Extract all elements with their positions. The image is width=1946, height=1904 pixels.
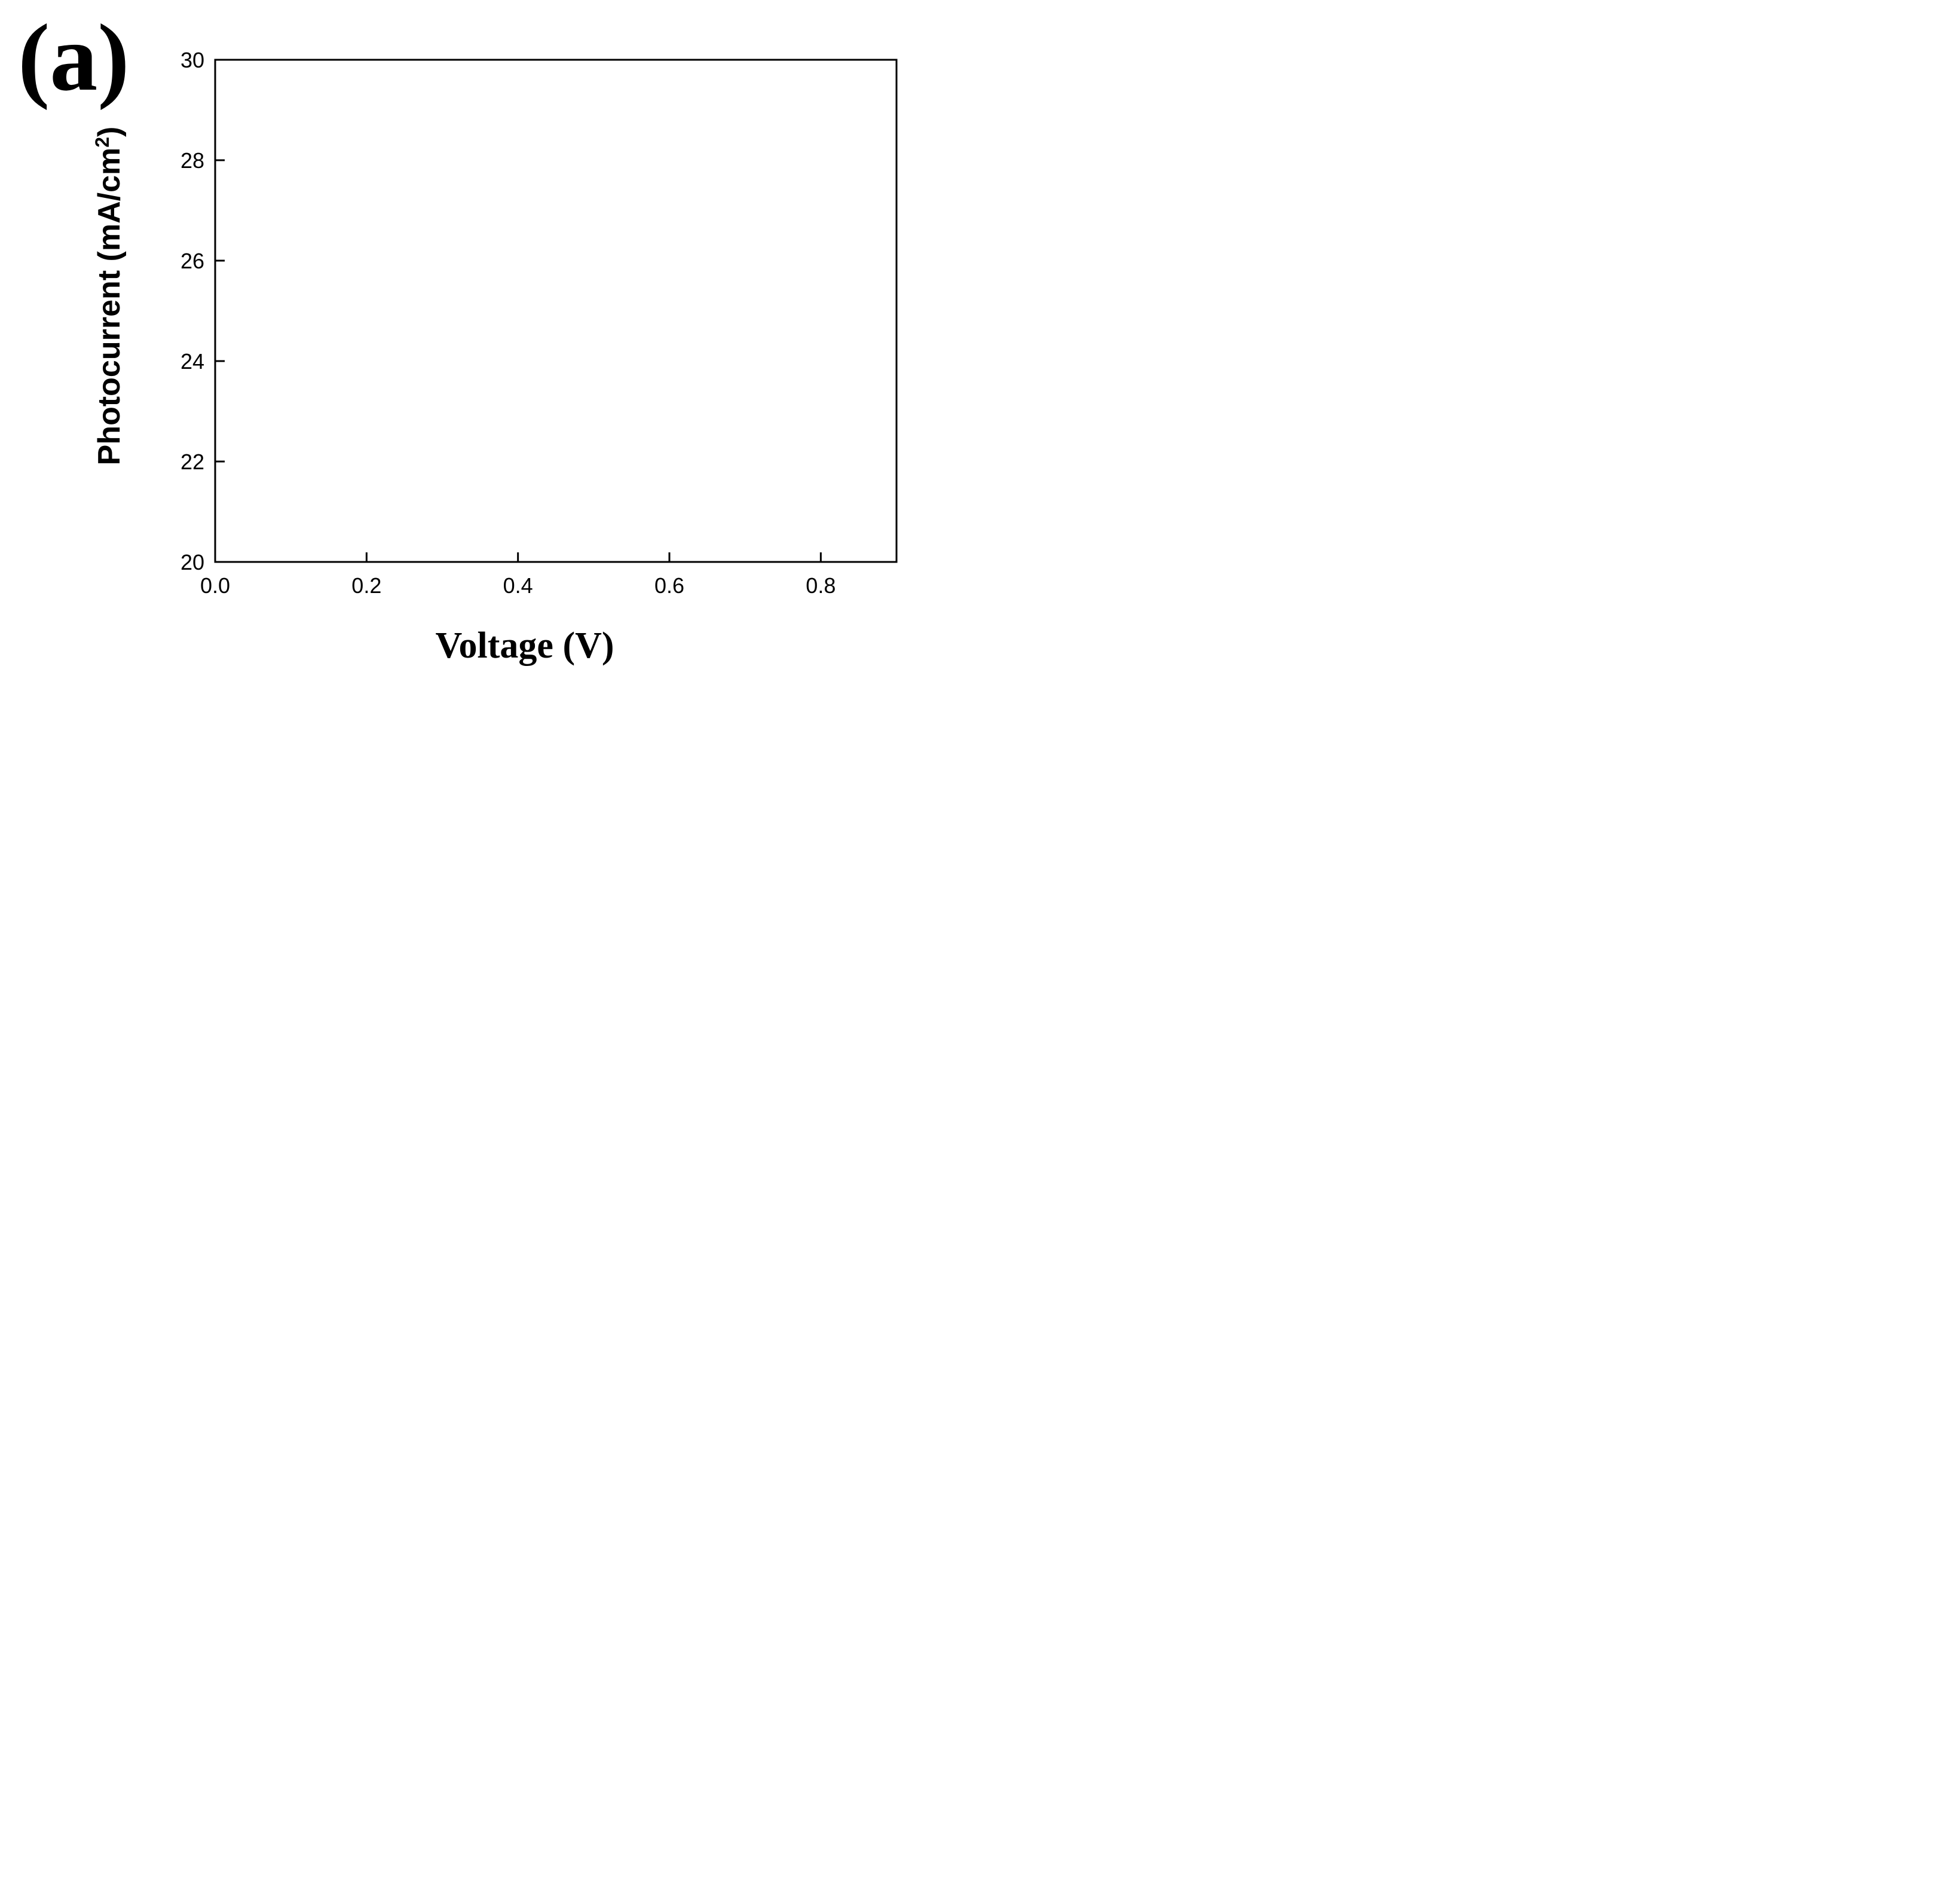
chart-a-xlabel: Voltage (V) (435, 625, 614, 666)
chart-a-ytick-label: 22 (180, 450, 204, 474)
chart-a-ytick-label: 28 (180, 148, 204, 173)
panel-a: (a) 0.0 0.2 0.4 0.6 0.8 20 22 24 26 28 30 Photocur… (18, 4, 898, 666)
chart-a-xtick-label: 0.4 (503, 573, 533, 598)
chart-a-xtick-label: 0.0 (200, 573, 230, 598)
chart-a-ytick-label: 26 (180, 249, 204, 273)
panel-label-a: (a) (18, 4, 130, 111)
chart-a-ytick-label: 30 (180, 48, 204, 72)
chart-a-ylabel: Photocurrent (mA/cm2) (91, 127, 127, 466)
chart-a-xtick-label: 0.6 (654, 573, 684, 598)
chart-a-xtick-label: 0.8 (806, 573, 836, 598)
chart-a-plot: 0.0 0.2 0.4 0.6 0.8 20 22 24 26 28 30 (180, 48, 898, 598)
chart-a-xtick-label: 0.2 (351, 573, 381, 598)
chart-a-ytick-label: 20 (180, 550, 204, 574)
chart-a-ytick-label: 24 (180, 349, 204, 374)
chart-a-frame (214, 59, 898, 563)
